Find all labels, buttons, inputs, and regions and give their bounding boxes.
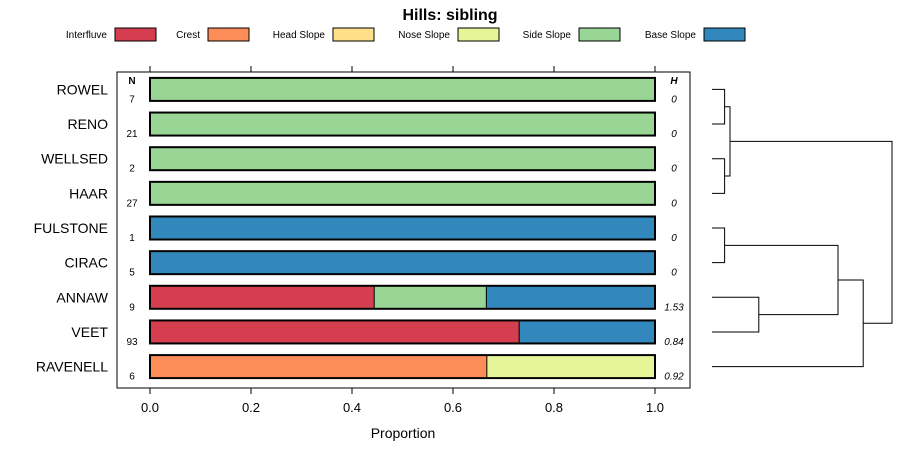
bar-outline (149, 111, 656, 137)
bar-outline (149, 284, 656, 310)
bar-outline (149, 319, 656, 345)
dendrogram-link (712, 296, 760, 333)
n-value: 9 (129, 302, 135, 313)
category-label: VEET (71, 324, 108, 340)
h-value: 0 (671, 94, 677, 105)
dendrogram-link (724, 106, 731, 177)
bar-outline (149, 215, 656, 241)
h-value: 0 (671, 268, 677, 279)
legend-label-head-slope: Head Slope (273, 30, 326, 41)
category-label: CIRAC (64, 255, 108, 271)
h-value: 0.92 (664, 372, 684, 383)
legend-label-side-slope: Side Slope (523, 30, 572, 41)
legend-swatch-nose-slope (457, 27, 500, 42)
dendrogram-link (724, 244, 839, 316)
category-label: WELLSED (41, 151, 108, 167)
bar-segment-side-slope (150, 147, 655, 171)
bar-segment-base-slope (150, 216, 655, 240)
bar-segment-crest (150, 355, 487, 379)
h-value: 0.84 (664, 337, 684, 348)
n-column-header: N (128, 76, 135, 87)
bar-segment-nose-slope (486, 355, 655, 379)
h-value: 1.53 (664, 302, 684, 313)
row-haar: HAAR 27 0 (69, 180, 677, 209)
bar-segment-base-slope (150, 251, 655, 275)
row-ravenell: RAVENELL 6 0.92 (36, 354, 684, 383)
n-value: 5 (129, 268, 135, 279)
legend-label-interfluve: Interfluve (66, 30, 108, 41)
x-tick-label: 0.4 (343, 400, 361, 415)
row-wellsed: WELLSED 2 0 (41, 146, 677, 175)
row-annaw: ANNAW 9 1.53 (56, 284, 684, 313)
n-value: 27 (126, 198, 138, 209)
n-value: 1 (129, 233, 135, 244)
category-label: HAAR (69, 185, 108, 201)
bar-rows: ROWEL 7 0 RENO 21 0 WELLSED 2 0 HAAR 27 0 FULSTONE 1 0… (34, 76, 684, 383)
bar-segment-side-slope (150, 181, 655, 205)
n-value: 2 (129, 164, 135, 175)
bar-outline (149, 76, 656, 102)
category-label: RENO (68, 116, 109, 132)
chart-title: Hills: sibling (402, 7, 497, 24)
plot-panel (116, 71, 691, 389)
bar-segment-interfluve (150, 320, 520, 344)
h-value: 0 (671, 164, 677, 175)
x-tick-label: 0.6 (444, 400, 462, 415)
category-label: ANNAW (56, 289, 108, 305)
row-cirac: CIRAC 5 0 (64, 250, 677, 279)
h-value: 0 (671, 233, 677, 244)
dendrogram-link (730, 140, 893, 324)
dendrogram-link (712, 279, 864, 368)
n-value: 7 (129, 94, 135, 105)
legend-swatch-base-slope (703, 27, 746, 42)
x-tick-label: 0.8 (545, 400, 563, 415)
n-value: 21 (126, 129, 138, 140)
h-value: 0 (671, 198, 677, 209)
x-tick-label: 0.0 (141, 400, 159, 415)
dendrogram-link (712, 88, 726, 125)
category-label: FULSTONE (34, 220, 108, 236)
bar-segment-side-slope (150, 77, 655, 101)
bar-segment-interfluve (150, 285, 375, 309)
bar-outline (149, 354, 656, 380)
legend-label-crest: Crest (176, 30, 200, 41)
category-label: ROWEL (57, 81, 109, 97)
n-value: 93 (126, 337, 138, 348)
bar-segment-base-slope (486, 285, 655, 309)
dendrogram (712, 88, 893, 368)
row-veet: VEET 93 0.84 (71, 319, 684, 348)
bar-outline (149, 146, 656, 172)
category-label: RAVENELL (36, 359, 108, 375)
dendrogram-link (712, 158, 726, 194)
legend-swatch-side-slope (578, 27, 621, 42)
x-axis: 0.0 0.2 0.4 0.6 0.8 1.0 (141, 66, 664, 415)
bar-segment-base-slope (519, 320, 655, 344)
x-tick-label: 0.2 (242, 400, 260, 415)
legend-swatch-interfluve (114, 27, 157, 42)
row-fulstone: FULSTONE 1 0 (34, 215, 677, 244)
bar-outline (149, 180, 656, 206)
x-tick-label: 1.0 (646, 400, 664, 415)
bar-segment-side-slope (150, 112, 655, 136)
legend-label-nose-slope: Nose Slope (398, 30, 450, 41)
row-reno: RENO 21 0 (68, 111, 677, 140)
legend-swatch-head-slope (332, 27, 375, 42)
dendrogram-link (712, 227, 726, 264)
legend-swatch-crest (207, 27, 250, 42)
n-value: 6 (129, 372, 135, 383)
bar-segment-side-slope (374, 285, 487, 309)
bar-outline (149, 250, 656, 276)
legend: Interfluve Crest Head Slope Nose Slope Side … (66, 27, 746, 42)
row-rowel: ROWEL 7 0 (57, 76, 677, 105)
h-column-header: H (670, 76, 678, 87)
h-value: 0 (671, 129, 677, 140)
x-axis-label: Proportion (371, 425, 436, 441)
legend-label-base-slope: Base Slope (645, 30, 697, 41)
